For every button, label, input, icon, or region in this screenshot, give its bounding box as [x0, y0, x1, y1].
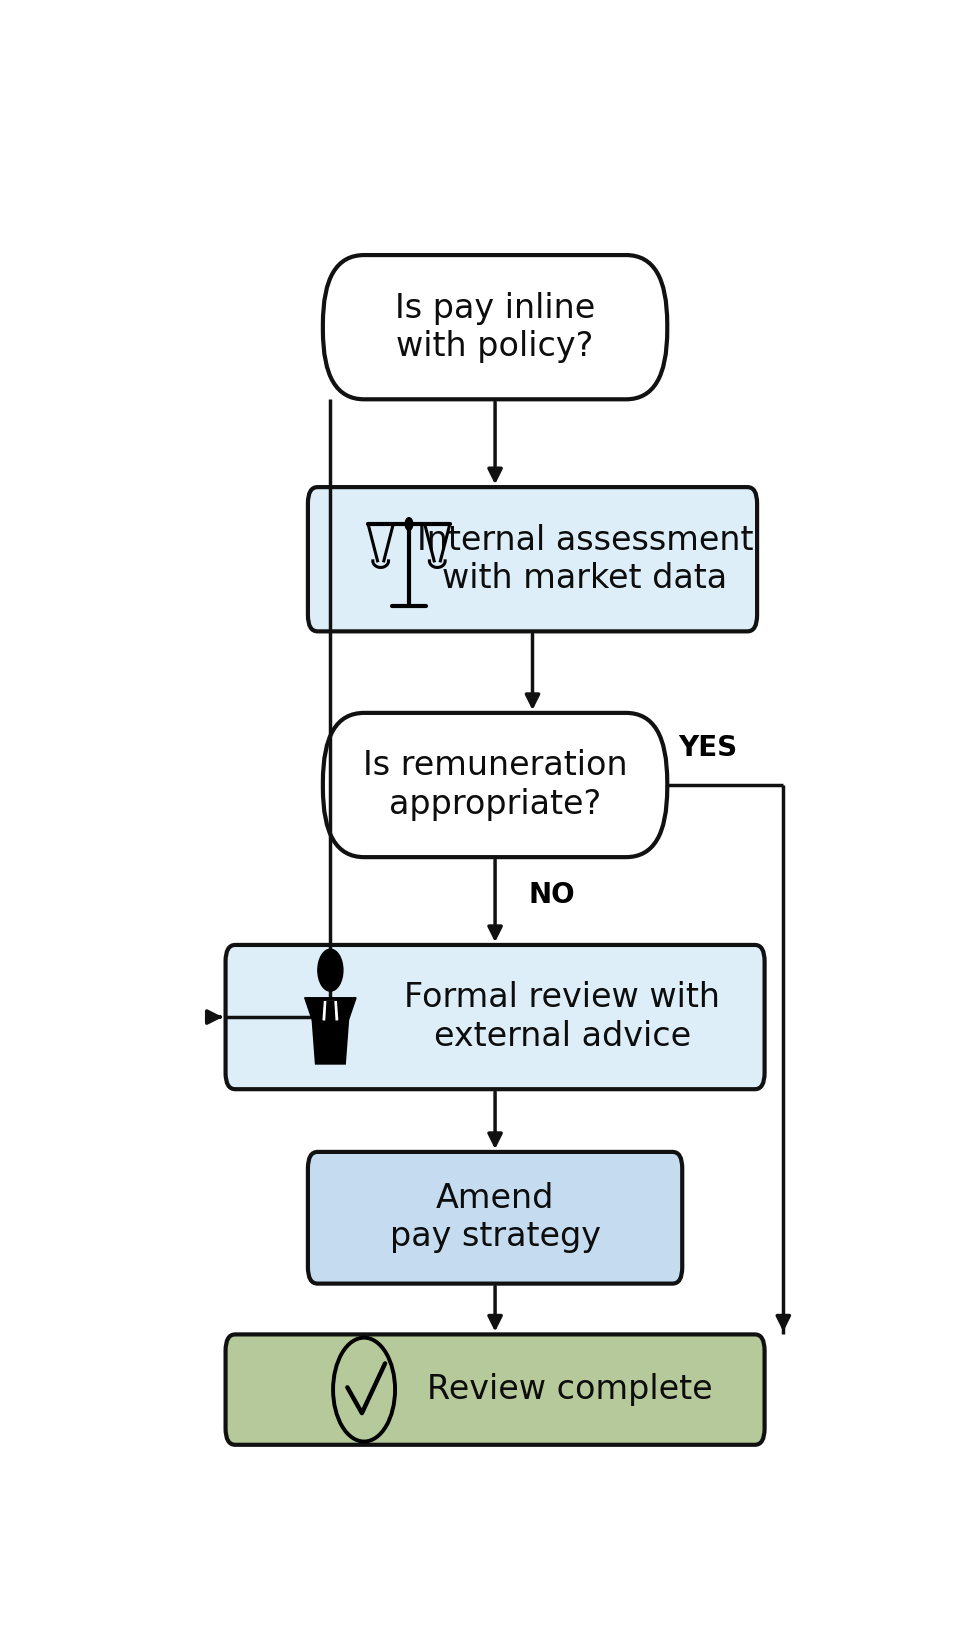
FancyBboxPatch shape: [226, 1334, 765, 1445]
Text: YES: YES: [678, 735, 738, 762]
Text: Formal review with
external advice: Formal review with external advice: [405, 981, 721, 1052]
Text: Internal assessment
with market data: Internal assessment with market data: [416, 523, 753, 595]
Text: NO: NO: [528, 881, 576, 909]
Text: Is remuneration
appropriate?: Is remuneration appropriate?: [363, 749, 627, 821]
Polygon shape: [323, 1002, 338, 1020]
Text: Review complete: Review complete: [427, 1373, 713, 1406]
FancyBboxPatch shape: [308, 1152, 682, 1284]
FancyBboxPatch shape: [323, 714, 668, 857]
Text: Amend
pay strategy: Amend pay strategy: [389, 1183, 601, 1253]
Text: Is pay inline
with policy?: Is pay inline with policy?: [395, 292, 595, 363]
FancyBboxPatch shape: [323, 256, 668, 399]
Circle shape: [405, 518, 412, 531]
FancyBboxPatch shape: [226, 945, 765, 1090]
Circle shape: [318, 950, 343, 990]
Polygon shape: [304, 997, 356, 1020]
Polygon shape: [326, 1002, 335, 1038]
Polygon shape: [312, 1020, 349, 1064]
FancyBboxPatch shape: [308, 487, 757, 632]
